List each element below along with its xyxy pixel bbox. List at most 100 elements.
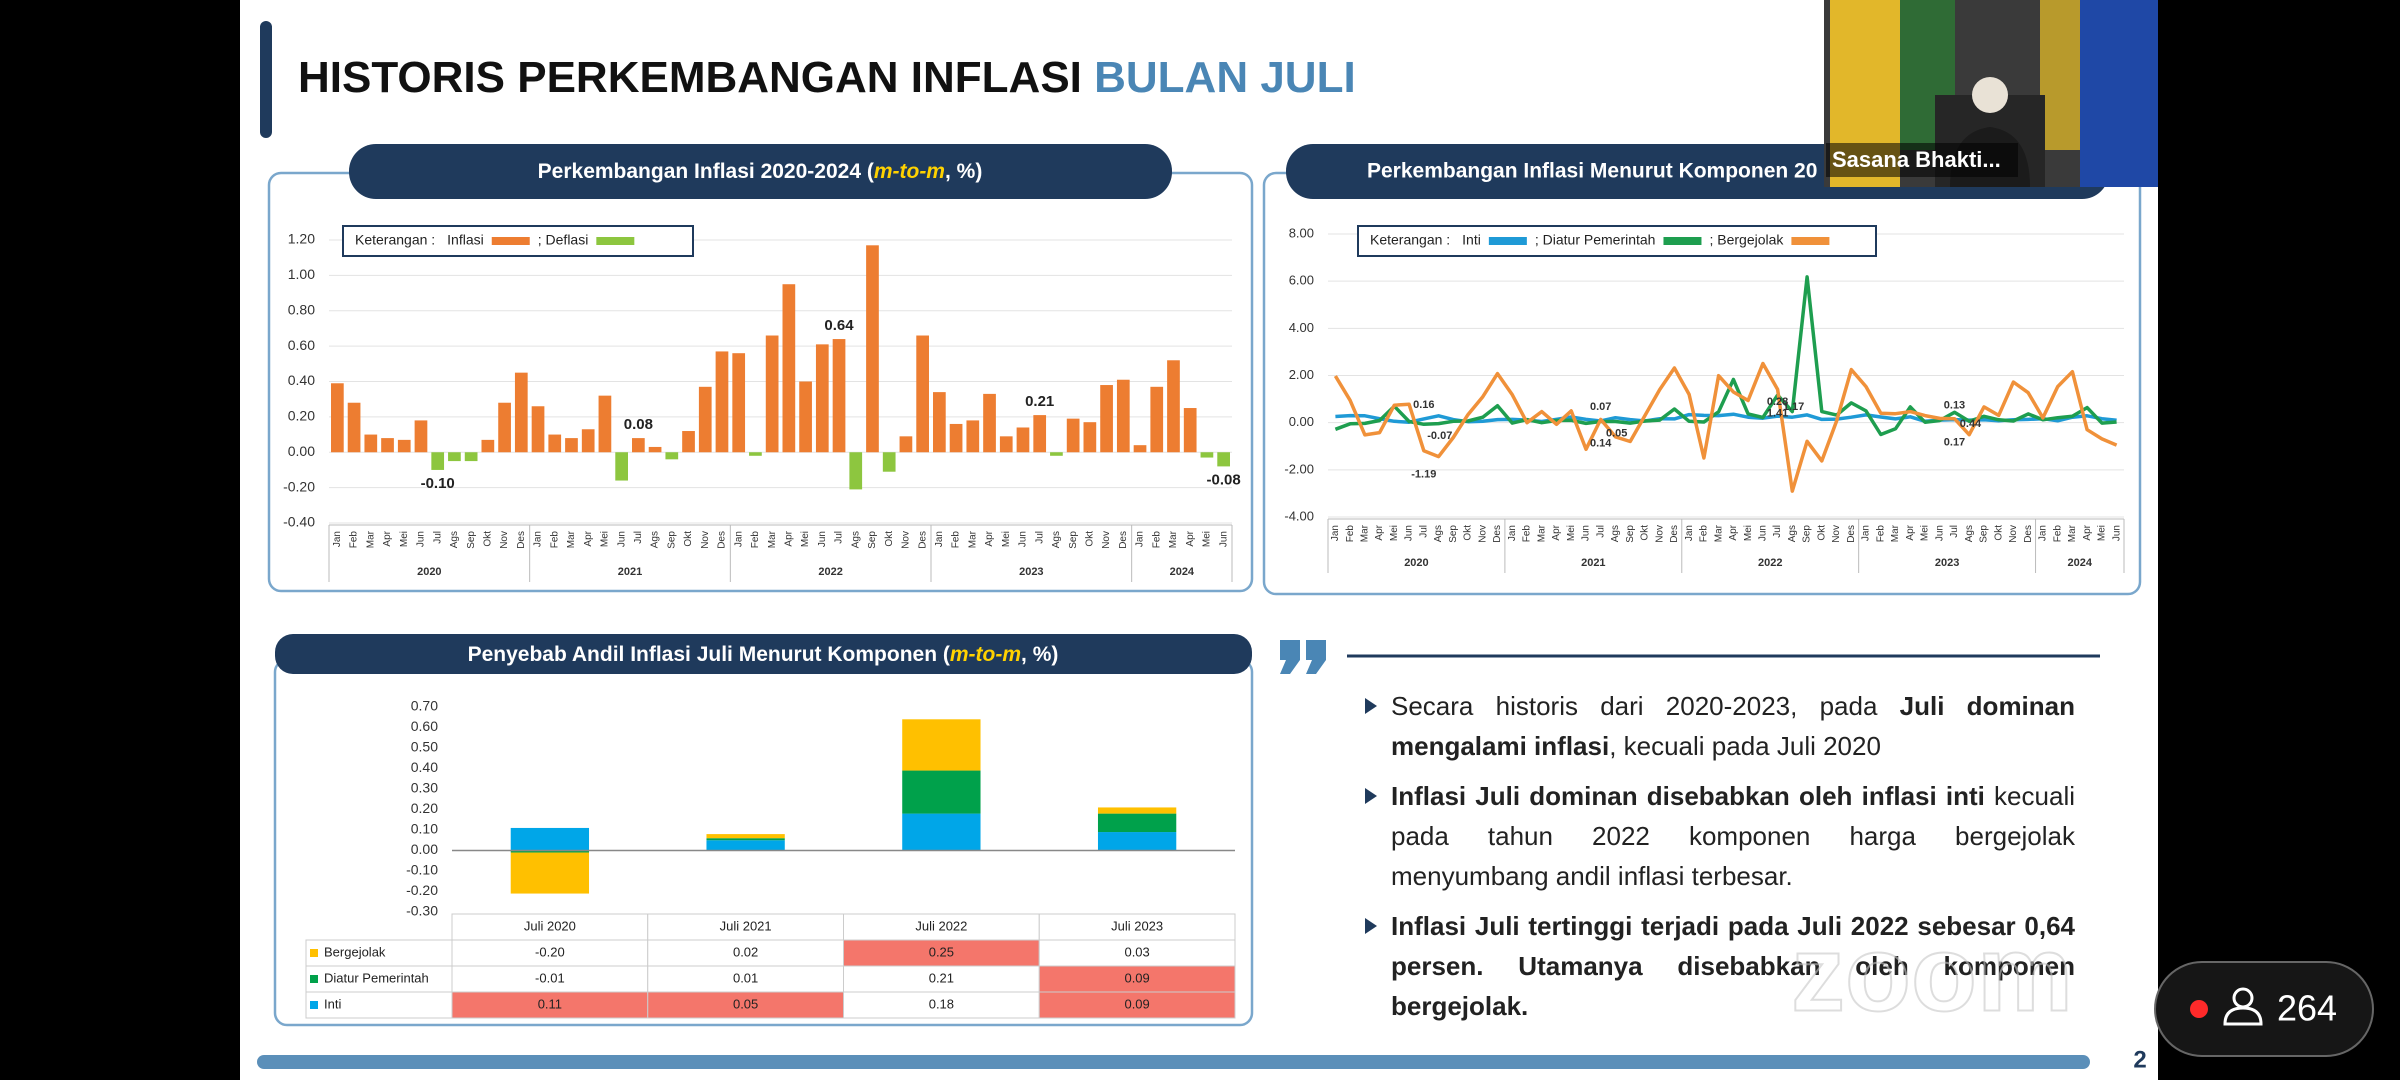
title-part: m-to-m	[874, 160, 945, 183]
x-tick-label: Des	[1846, 525, 1857, 543]
data-label: 0.64	[824, 317, 854, 334]
panel-header	[349, 144, 1172, 199]
x-tick-label: Mar	[566, 530, 577, 548]
data-label: 0.17	[1944, 437, 1965, 449]
x-tick-label: Sep	[867, 531, 878, 549]
table-value: 0.03	[1124, 944, 1149, 959]
x-tick-label: Des	[1118, 531, 1129, 549]
x-tick-label: Ags	[1433, 525, 1444, 542]
bar	[431, 452, 445, 470]
bar	[882, 452, 896, 472]
title-part: m-to-m	[950, 643, 1021, 666]
text-run: Juli dominan mengalami inflasi	[1391, 691, 2076, 761]
table-cell	[1038, 913, 1236, 941]
table-cell	[843, 913, 1040, 941]
table-value: 0.01	[733, 970, 758, 985]
table-cell	[843, 965, 1040, 993]
data-label: 1.41	[1767, 407, 1788, 419]
title-bar	[260, 21, 272, 138]
title-part: Perkembangan Inflasi 2020-2024 (	[538, 160, 874, 183]
bar	[581, 429, 595, 453]
x-tick-label: Nov	[2008, 525, 2019, 543]
table-header: Juli 2022	[915, 918, 967, 933]
data-label: 0.44	[1960, 418, 1982, 430]
y-tick-label: 4.00	[1289, 320, 1314, 335]
x-tick-label: Jul	[834, 531, 845, 544]
bar	[347, 402, 361, 453]
bar	[899, 436, 913, 453]
table-cell	[843, 991, 1040, 1019]
legend-title: Keterangan :	[355, 232, 435, 248]
data-label: 0.21	[1025, 393, 1054, 410]
y-tick-label: 0.10	[411, 821, 438, 837]
bar-segment	[706, 840, 785, 851]
x-tick-label: Sep	[666, 531, 677, 549]
x-tick-label: Des	[917, 531, 928, 549]
panel-header	[275, 634, 1252, 674]
legend-swatch	[310, 1001, 318, 1009]
legend-swatch	[596, 237, 635, 245]
x-tick-label: Jan	[733, 531, 744, 547]
text-run: Inflasi Juli dominan disebabkan oleh inf…	[1391, 781, 1985, 811]
x-tick-label: Jan	[533, 531, 544, 547]
quote-icon	[1280, 640, 1326, 674]
x-tick-label: Jan	[1330, 525, 1341, 541]
x-tick-label: Nov	[1831, 525, 1842, 543]
x-tick-label: Feb	[1522, 525, 1533, 543]
recording-dot	[2190, 1000, 2208, 1018]
y-tick-label: 0.40	[288, 372, 315, 388]
x-tick-label: Feb	[1699, 525, 1710, 543]
participant-name: Sasana Bhakti...	[1832, 147, 2001, 172]
y-tick-label: -2.00	[1284, 461, 1314, 476]
y-tick-label: 1.00	[288, 266, 315, 282]
bullet-icon	[1365, 918, 1377, 934]
bar	[832, 339, 846, 453]
y-tick-label: -0.10	[406, 862, 438, 878]
x-tick-label: Mei	[1743, 525, 1754, 541]
y-tick-label: -4.00	[1284, 508, 1314, 523]
title-text: HISTORIS PERKEMBANGAN INFLASI	[298, 53, 1094, 102]
line-series	[1333, 361, 2118, 493]
x-tick-label: Feb	[750, 531, 761, 549]
table-row-label: Inti	[324, 996, 341, 1011]
x-tick-label: Apr	[1185, 530, 1196, 546]
x-tick-label: Feb	[549, 531, 560, 549]
table-header: Juli 2023	[1111, 918, 1163, 933]
x-tick-label: Nov	[901, 531, 912, 549]
bar	[1133, 445, 1147, 453]
table-value: 0.02	[733, 944, 758, 959]
text-run: Inflasi Juli tertinggi terjadi pada Juli…	[1391, 911, 2075, 1021]
bar	[1083, 422, 1097, 453]
text-run: kecuali pada tahun 2022 komponen harga b…	[1391, 781, 2075, 891]
x-tick-label: Mar	[1536, 524, 1547, 542]
bar	[749, 452, 762, 456]
bar-segment	[902, 770, 981, 814]
x-tick-label: Apr	[1728, 524, 1739, 540]
y-tick-label: -0.30	[406, 903, 438, 919]
text-run: Secara historis dari 2020-2023, pada	[1391, 691, 1900, 721]
y-tick-label: 0.80	[288, 301, 315, 317]
x-tick-label: Nov	[499, 531, 510, 549]
legend-label: ; Deflasi	[538, 232, 589, 248]
table-value: -0.01	[535, 970, 565, 985]
bar	[648, 446, 662, 453]
participants-button[interactable]: 264	[2154, 961, 2374, 1057]
flag	[2040, 0, 2080, 150]
x-tick-label: Jul	[1949, 525, 1960, 538]
table-cell	[647, 991, 844, 1019]
y-tick-label: 1.20	[288, 231, 315, 247]
legend-swatch	[310, 975, 318, 983]
bullet-paragraph: Secara historis dari 2020-2023, pada Jul…	[1365, 686, 2075, 766]
pill[interactable]	[2154, 961, 2374, 1057]
data-label: 0.08	[624, 416, 653, 433]
year-label: 2020	[1404, 557, 1428, 569]
y-tick-label: 8.00	[1289, 225, 1314, 240]
year-label: 2021	[618, 566, 642, 578]
bar	[799, 381, 812, 453]
bar	[531, 406, 545, 453]
table-value: 0.21	[929, 970, 954, 985]
x-tick-label: Feb	[1345, 525, 1356, 543]
x-tick-label: Mar	[767, 530, 778, 548]
title-part: Penyebab Andil Inflasi Juli Menurut Komp…	[468, 643, 950, 666]
x-tick-label: Jul	[1418, 525, 1429, 538]
